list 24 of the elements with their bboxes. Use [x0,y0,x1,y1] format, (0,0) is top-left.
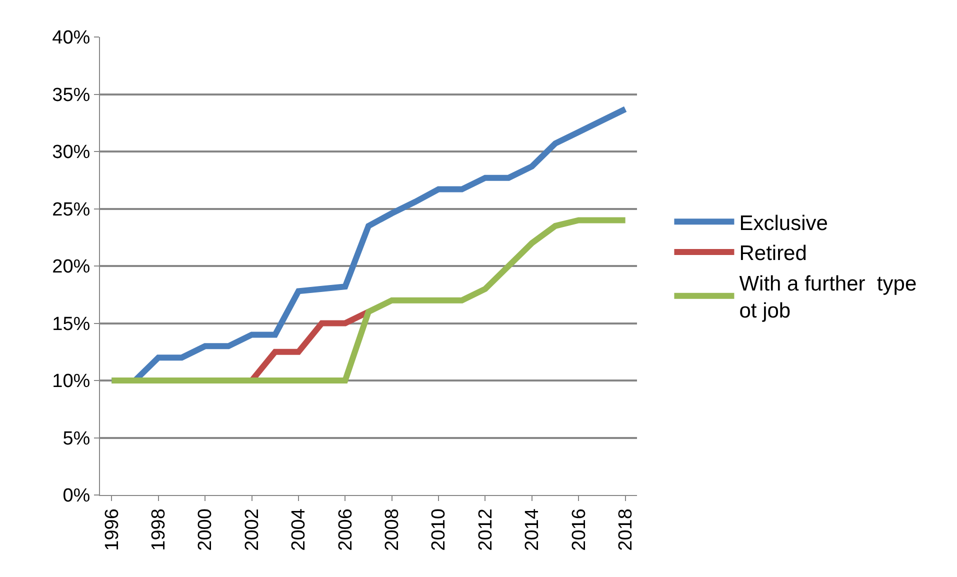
y-tick-label: 0% [62,486,90,507]
x-tick-label: 2006 [335,508,356,551]
y-tick-label: 15% [52,314,90,335]
legend-label: Retired [739,242,807,266]
x-tick-label: 2004 [288,508,310,551]
legend-label: With a further type ot job [739,272,922,323]
y-tick-label: 40% [52,28,90,49]
y-tick-label: 20% [52,256,90,278]
legend-label: Exclusive [739,212,828,235]
x-tick-label: 2010 [428,508,450,551]
y-tick-label: 35% [52,84,90,106]
x-tick-label: 2014 [522,508,544,551]
y-tick-label: 10% [52,371,90,392]
x-tick-label: 2000 [195,508,216,551]
x-tick-label: 2008 [382,508,404,551]
y-tick-label: 30% [52,142,90,164]
x-tick-label: 2018 [616,508,637,551]
x-tick-label: 2012 [475,508,496,551]
x-tick-label: 1996 [102,508,123,551]
y-tick-label: 25% [52,199,90,220]
x-tick-label: 2002 [242,508,263,551]
x-tick-label: 2016 [568,508,590,551]
y-tick-label: 5% [62,428,90,450]
x-tick-label: 1998 [148,508,170,551]
